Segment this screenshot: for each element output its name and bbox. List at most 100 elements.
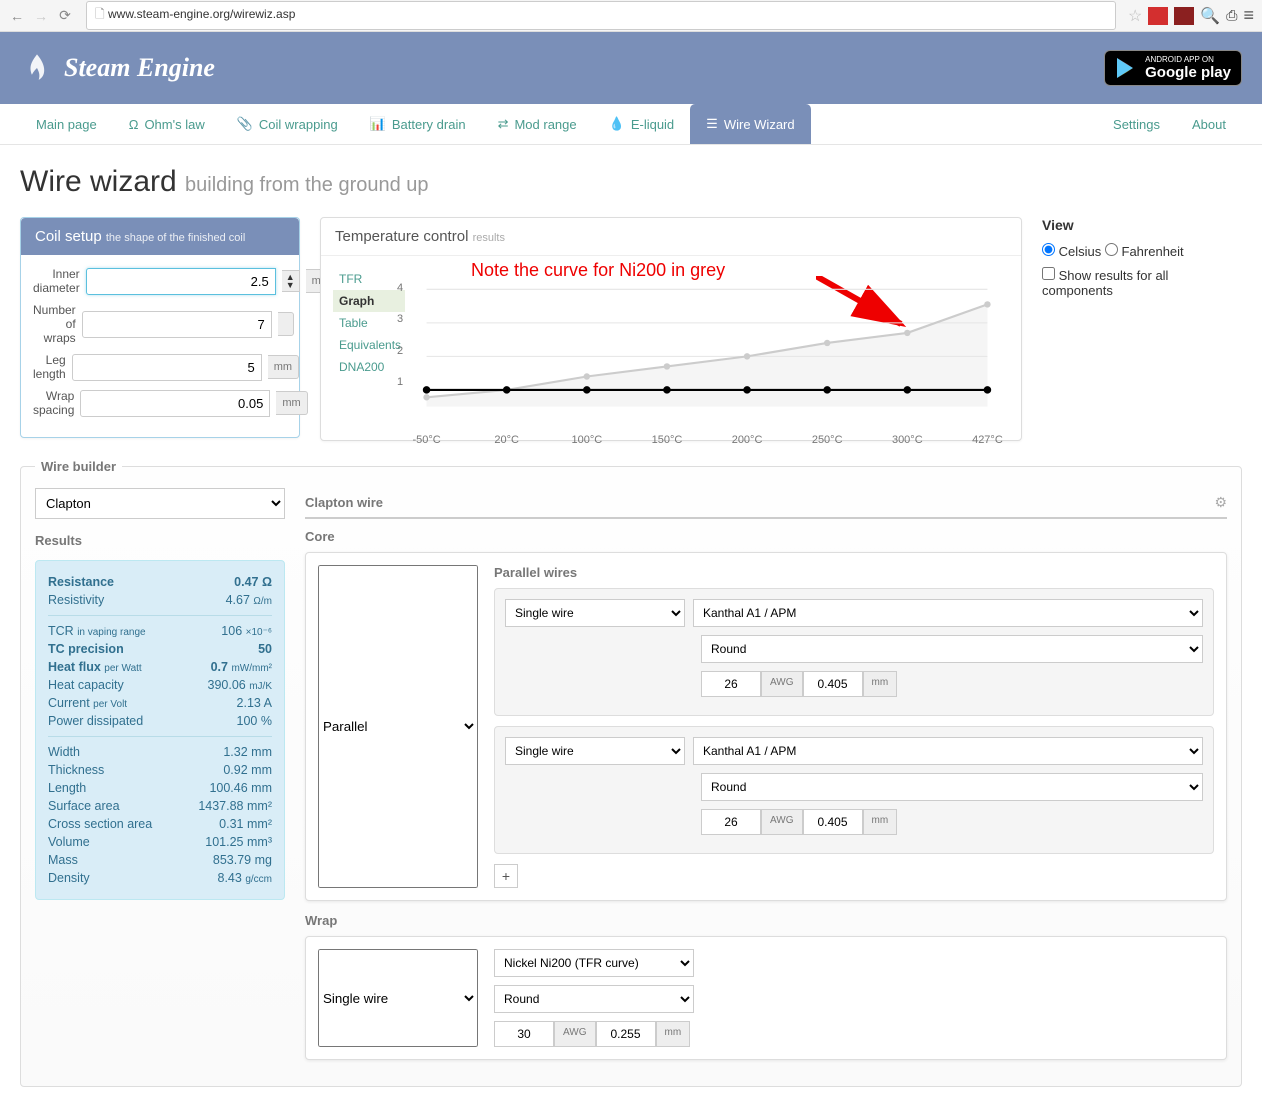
awg-input[interactable] [494,1021,554,1047]
nav-about[interactable]: About [1176,105,1242,144]
reload-button[interactable]: ⟳ [56,7,74,25]
nav-battery[interactable]: 📊Battery drain [354,104,482,144]
core-heading: Core [305,529,1227,544]
awg-input[interactable] [701,671,761,697]
back-button[interactable]: ← [8,7,26,25]
shape-select[interactable]: Round [494,985,694,1013]
tab-graph[interactable]: Graph [333,290,405,312]
browser-chrome: ← → ⟳ 🗋 www.steam-engine.org/wirewiz.asp… [0,0,1262,32]
show-all-input[interactable] [1042,267,1055,280]
site-header: Steam Engine ANDROID APP ONGoogle play [0,32,1262,104]
bookmark-icon[interactable]: ☆ [1128,6,1142,26]
range-icon: ⇄ [498,116,509,132]
wire-builder-legend: Wire builder [35,459,122,474]
coil-setup-panel: Coil setup the shape of the finished coi… [20,217,300,438]
forward-button[interactable]: → [32,7,50,25]
nav-mod[interactable]: ⇄Mod range [482,104,593,144]
core-box: Parallel Parallel wires Single wire Kant… [305,552,1227,901]
temp-unit-radio[interactable]: Celsius Fahrenheit [1042,243,1242,259]
gear-icon[interactable]: ⚙ [1214,494,1227,511]
cast-icon[interactable]: ⎙ [1226,7,1237,24]
temperature-heading: Temperature control results [321,218,1021,256]
page-title: Wire wizard building from the ground up [20,165,1242,199]
show-all-checkbox[interactable]: Show results for all components [1042,267,1242,298]
leg-length-label: Leg length [33,353,66,381]
spinner-icon[interactable]: ▲▼ [282,270,300,292]
nav-eliquid[interactable]: 💧E-liquid [593,104,691,144]
clip-icon: 📎 [237,116,253,132]
nav-wirewizard[interactable]: ☰Wire Wizard [690,104,810,144]
leg-length-input[interactable] [72,354,262,381]
wrap-box: Single wire Nickel Ni200 (TFR curve) Rou… [305,936,1227,1060]
tab-equivalents[interactable]: Equivalents [333,334,405,356]
wire-mode-select[interactable]: Single wire [505,737,685,765]
google-play-badge[interactable]: ANDROID APP ONGoogle play [1104,50,1242,86]
mm-label: mm [863,809,898,835]
view-heading: View [1042,217,1242,233]
awg-label: AWG [761,671,803,697]
wrap-spacing-label: Wrap spacing [33,389,74,417]
flame-icon [20,51,54,85]
wire-box: Single wire Kanthal A1 / APM Round AWG [494,726,1214,854]
wire-type-select[interactable]: Clapton [35,488,285,519]
material-select[interactable]: Kanthal A1 / APM [693,599,1203,627]
drop-icon: 💧 [609,116,625,132]
wire-box: Single wire Kanthal A1 / APM Round AWG [494,588,1214,716]
nav-settings[interactable]: Settings [1097,105,1176,144]
menu-icon[interactable]: ≡ [1243,5,1254,26]
mm-input[interactable] [803,809,863,835]
mm-input[interactable] [596,1021,656,1047]
tab-dna200[interactable]: DNA200 [333,356,405,378]
tab-tfr[interactable]: TFR [333,268,405,290]
temperature-panel: Temperature control results Note the cur… [320,217,1022,441]
battery-icon: 📊 [370,116,386,132]
nav-main[interactable]: Main page [20,105,113,144]
tfr-chart: 1234 -50°C20°C100°C150°C200°C250°C300°C4… [405,268,1009,428]
wire-mode-select[interactable]: Single wire [505,599,685,627]
nav-ohms[interactable]: ΩOhm's law [113,105,221,144]
mm-input[interactable] [803,671,863,697]
celsius-radio[interactable] [1042,243,1055,256]
results-box: Resistance0.47 Ω Resistivity4.67 Ω/m TCR… [35,560,285,900]
unit-label: mm [268,355,299,379]
shape-select[interactable]: Round [701,773,1203,801]
shape-select[interactable]: Round [701,635,1203,663]
coil-setup-heading: Coil setup the shape of the finished coi… [21,218,299,255]
clapton-heading: Clapton wire [305,495,383,510]
wrap-spacing-input[interactable] [80,390,270,417]
wraps-input[interactable] [82,311,272,338]
fahrenheit-radio[interactable] [1105,243,1118,256]
brand[interactable]: Steam Engine [20,51,215,85]
chart-tabs: TFR Graph Table Equivalents DNA200 [333,268,405,428]
view-panel: View Celsius Fahrenheit Show results for… [1042,217,1242,306]
main-nav: Main page ΩOhm's law 📎Coil wrapping 📊Bat… [0,104,1262,145]
nav-coil[interactable]: 📎Coil wrapping [221,104,354,144]
wrap-heading: Wrap [305,913,1227,928]
inner-diameter-input[interactable] [86,268,276,295]
wraps-label: Number of wraps [33,303,76,345]
wrap-mode-select[interactable]: Single wire [318,949,478,1047]
mm-label: mm [656,1021,691,1047]
inner-diameter-label: Inner diameter [33,267,80,295]
material-select[interactable]: Nickel Ni200 (TFR curve) [494,949,694,977]
core-type-select[interactable]: Parallel [318,565,478,888]
extension-icon[interactable] [1174,7,1194,25]
tab-table[interactable]: Table [333,312,405,334]
awg-label: AWG [554,1021,596,1047]
list-icon: ☰ [706,116,718,132]
material-select[interactable]: Kanthal A1 / APM [693,737,1203,765]
extension-icon[interactable]: 🔍 [1200,6,1220,26]
results-heading: Results [35,533,285,548]
extension-icon[interactable] [1148,7,1168,25]
unit-label [278,312,294,336]
add-wire-button[interactable]: + [494,864,518,888]
awg-label: AWG [761,809,803,835]
url-bar[interactable]: 🗋 www.steam-engine.org/wirewiz.asp [86,1,1116,30]
mm-label: mm [863,671,898,697]
awg-input[interactable] [701,809,761,835]
brand-name: Steam Engine [64,53,215,83]
parallel-wires-heading: Parallel wires [494,565,1214,580]
unit-label: mm [276,391,307,415]
wire-builder-fieldset: Wire builder Clapton Results Resistance0… [20,459,1242,1087]
ohm-icon: Ω [129,117,139,132]
